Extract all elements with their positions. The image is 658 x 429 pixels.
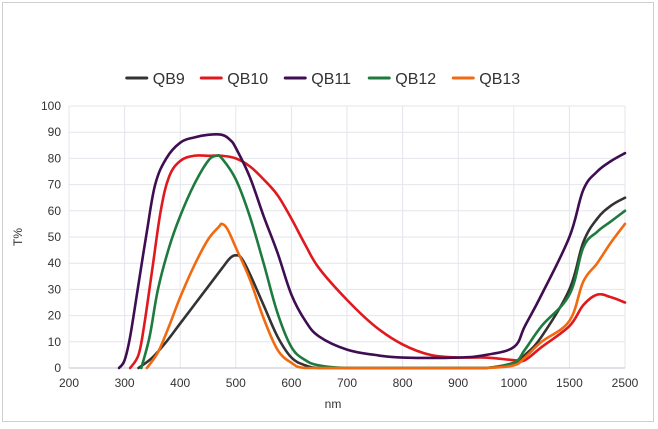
y-tick-label: 30 <box>48 282 62 296</box>
y-tick-label: 20 <box>48 309 62 323</box>
series-line-qb12 <box>139 153 627 370</box>
x-tick-label: 400 <box>170 376 190 390</box>
y-tick-label: 40 <box>48 256 62 270</box>
y-tick-label: 70 <box>48 178 62 192</box>
legend-label: QB11 <box>311 71 351 88</box>
series-lines <box>117 132 627 370</box>
series-line-qb11 <box>117 132 627 370</box>
y-tick-label: 80 <box>48 151 62 165</box>
legend: QB9 QB10 QB11 QB12 QB13 <box>125 71 520 88</box>
x-tick-label: 300 <box>115 376 135 390</box>
x-tick-label: 1500 <box>556 376 583 390</box>
x-tick-label: 600 <box>281 376 301 390</box>
legend-label: QB12 <box>395 71 436 88</box>
series-line-qb13 <box>145 222 627 370</box>
x-tick-label: 2500 <box>612 376 639 390</box>
y-tick-label: 60 <box>48 204 62 218</box>
chart-frame: 0 10 20 30 40 50 60 70 80 90 100 200 300 400 500 600 70… <box>2 2 654 422</box>
legend-label: QB10 <box>227 71 268 88</box>
x-tick-label: 800 <box>393 376 413 390</box>
series-line-qb10 <box>128 154 627 370</box>
x-tick-label: 700 <box>337 376 357 390</box>
y-axis-title: T% <box>11 228 25 246</box>
x-tick-label: 900 <box>448 376 468 390</box>
y-tick-label: 100 <box>41 99 61 113</box>
x-tick-label: 500 <box>226 376 246 390</box>
legend-label: QB13 <box>479 71 520 88</box>
x-axis-title: nm <box>325 397 342 411</box>
y-tick-label: 0 <box>54 361 61 375</box>
x-tick-label: 200 <box>59 376 79 390</box>
x-tick-labels: 200 300 400 500 600 700 800 900 1000 1500 2500 <box>59 376 639 390</box>
y-tick-label: 90 <box>48 125 62 139</box>
y-tick-label: 10 <box>48 335 62 349</box>
legend-label: QB9 <box>153 71 185 88</box>
y-tick-label: 50 <box>48 230 62 244</box>
x-tick-label: 1000 <box>500 376 527 390</box>
series-line-qb9 <box>137 196 627 370</box>
y-tick-labels: 0 10 20 30 40 50 60 70 80 90 100 <box>41 99 61 375</box>
line-chart: 0 10 20 30 40 50 60 70 80 90 100 200 300 400 500 600 70… <box>11 71 639 411</box>
